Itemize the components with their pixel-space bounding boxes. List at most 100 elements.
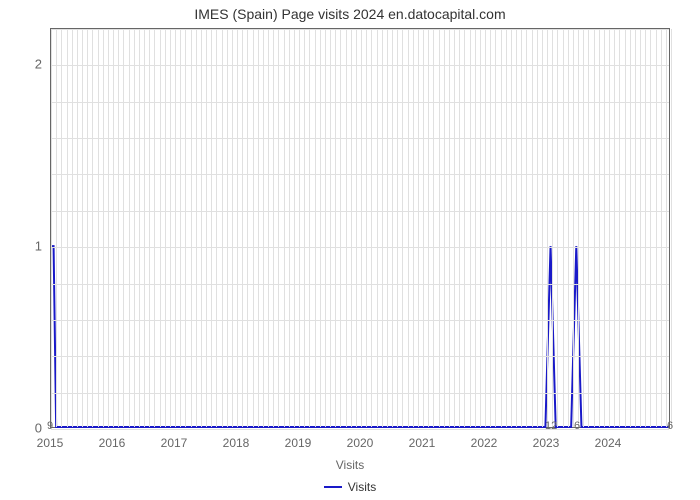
gridline-vertical: [160, 29, 161, 427]
gridline-vertical: [609, 29, 610, 427]
gridline-vertical: [134, 29, 135, 427]
x-tick-label: 2024: [595, 436, 622, 450]
gridline-vertical: [56, 29, 57, 427]
gridline-vertical: [92, 29, 93, 427]
gridline-vertical: [77, 29, 78, 427]
gridline-horizontal: [51, 65, 669, 66]
gridline-vertical: [470, 29, 471, 427]
gridline-vertical: [449, 29, 450, 427]
gridline-vertical: [630, 29, 631, 427]
gridline-vertical: [650, 29, 651, 427]
gridline-vertical: [547, 29, 548, 427]
gridline-vertical: [423, 29, 424, 427]
gridline-vertical: [123, 29, 124, 427]
gridline-vertical: [459, 29, 460, 427]
gridline-vertical: [335, 29, 336, 427]
gridline-vertical: [268, 29, 269, 427]
gridline-vertical: [87, 29, 88, 427]
chart-title: IMES (Spain) Page visits 2024 en.datocap…: [0, 6, 700, 22]
gridline-vertical: [185, 29, 186, 427]
data-point-label: 6: [574, 420, 580, 432]
x-tick-label: 2021: [409, 436, 436, 450]
gridline-vertical: [253, 29, 254, 427]
gridline-vertical: [625, 29, 626, 427]
gridline-vertical: [191, 29, 192, 427]
gridline-vertical: [392, 29, 393, 427]
chart-container: IMES (Spain) Page visits 2024 en.datocap…: [0, 0, 700, 500]
gridline-vertical: [485, 29, 486, 427]
gridline-vertical: [216, 29, 217, 427]
gridline-vertical: [418, 29, 419, 427]
gridline-vertical: [315, 29, 316, 427]
gridline-vertical: [635, 29, 636, 427]
gridline-vertical: [516, 29, 517, 427]
data-point-label: 6: [667, 420, 673, 432]
gridline-vertical: [526, 29, 527, 427]
x-axis-label: Visits: [0, 458, 700, 472]
gridline-horizontal-minor: [51, 174, 669, 175]
gridline-vertical: [72, 29, 73, 427]
gridline-vertical: [511, 29, 512, 427]
gridline-vertical: [211, 29, 212, 427]
y-tick-label: 2: [2, 57, 42, 72]
gridline-vertical: [201, 29, 202, 427]
gridline-vertical: [309, 29, 310, 427]
gridline-vertical: [464, 29, 465, 427]
gridline-vertical: [377, 29, 378, 427]
gridline-vertical: [170, 29, 171, 427]
y-tick-label: 1: [2, 239, 42, 254]
gridline-vertical: [475, 29, 476, 427]
gridline-vertical: [433, 29, 434, 427]
plot-area: [50, 28, 670, 428]
gridline-vertical: [284, 29, 285, 427]
gridline-vertical: [371, 29, 372, 427]
gridline-vertical: [98, 29, 99, 427]
gridline-vertical: [563, 29, 564, 427]
gridline-vertical: [154, 29, 155, 427]
gridline-vertical: [604, 29, 605, 427]
x-tick-label: 2016: [99, 436, 126, 450]
gridline-vertical: [666, 29, 667, 427]
gridline-horizontal-minor: [51, 356, 669, 357]
gridline-vertical: [480, 29, 481, 427]
gridline-vertical: [366, 29, 367, 427]
gridline-vertical: [320, 29, 321, 427]
y-tick-label: 0: [2, 421, 42, 436]
gridline-vertical: [351, 29, 352, 427]
gridline-vertical: [206, 29, 207, 427]
gridline-vertical: [108, 29, 109, 427]
gridline-vertical: [408, 29, 409, 427]
gridline-vertical: [340, 29, 341, 427]
gridline-vertical: [227, 29, 228, 427]
gridline-vertical: [325, 29, 326, 427]
gridline-vertical: [428, 29, 429, 427]
gridline-vertical: [645, 29, 646, 427]
gridline-vertical: [222, 29, 223, 427]
x-tick-label: 2023: [533, 436, 560, 450]
gridline-vertical: [578, 29, 579, 427]
gridline-vertical: [495, 29, 496, 427]
gridline-vertical: [557, 29, 558, 427]
gridline-vertical: [196, 29, 197, 427]
x-tick-label: 2019: [285, 436, 312, 450]
gridline-vertical: [568, 29, 569, 427]
gridline-vertical: [619, 29, 620, 427]
gridline-vertical: [397, 29, 398, 427]
gridline-vertical: [588, 29, 589, 427]
gridline-vertical: [180, 29, 181, 427]
gridline-vertical: [439, 29, 440, 427]
gridline-horizontal-minor: [51, 29, 669, 30]
gridline-vertical: [573, 29, 574, 427]
gridline-vertical: [656, 29, 657, 427]
gridline-vertical: [402, 29, 403, 427]
data-point-label: 12: [545, 420, 557, 432]
x-tick-label: 2022: [471, 436, 498, 450]
gridline-vertical: [444, 29, 445, 427]
gridline-vertical: [67, 29, 68, 427]
gridline-vertical: [165, 29, 166, 427]
gridline-horizontal-minor: [51, 138, 669, 139]
gridline-vertical: [289, 29, 290, 427]
gridline-vertical: [237, 29, 238, 427]
gridline-vertical: [263, 29, 264, 427]
legend: Visits: [0, 480, 700, 494]
